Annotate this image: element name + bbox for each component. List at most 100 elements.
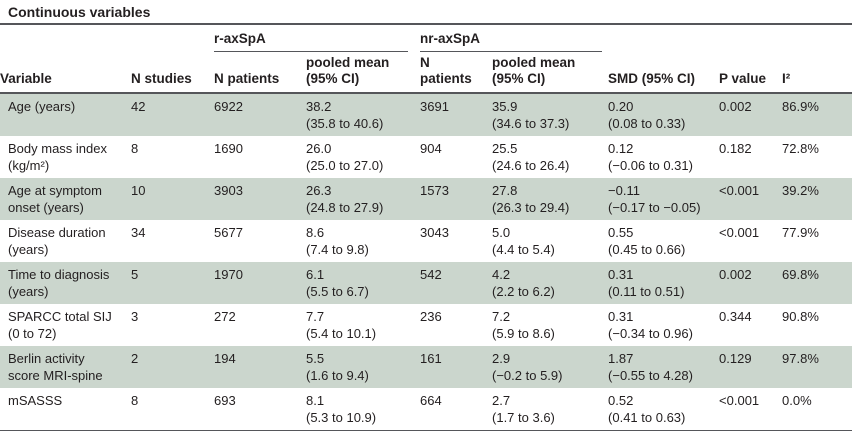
group-label-r-axspa: r-axSpA xyxy=(214,30,409,52)
cell-nr-n-patients: 664 xyxy=(420,388,493,431)
cell-r-n-patients: 1690 xyxy=(214,141,243,156)
table-header: r-axSpA nr-axSpA Variable N studies N pa… xyxy=(0,25,853,94)
cell-p-value: <0.001 xyxy=(719,388,783,431)
cell-nr-pooled-mean: 2.9 (−0.2 to 5.9) xyxy=(492,351,563,383)
cell-smd: −0.11 (−0.17 to −0.05) xyxy=(608,183,701,215)
table-body: Age (years) 42 6922 38.2 (35.8 to 40.6) … xyxy=(0,93,853,431)
cell-p-value: 0.002 xyxy=(719,99,752,114)
table-row-age-onset: Age at symptom onset (years) 10 3903 26.… xyxy=(0,178,853,220)
col-header-r-n-patients: N patients xyxy=(214,52,306,94)
cell-i2: 0.0% xyxy=(782,388,853,431)
table-row-age: Age (years) 42 6922 38.2 (35.8 to 40.6) … xyxy=(0,93,853,136)
cell-smd: 0.20 (0.08 to 0.33) xyxy=(608,99,686,131)
cell-n-studies: 5 xyxy=(131,267,139,282)
cell-nr-pooled-mean: 25.5 (24.6 to 26.4) xyxy=(492,141,570,173)
col-header-nr-n-patients: N patients xyxy=(420,52,493,94)
cell-nr-n-patients: 236 xyxy=(420,309,442,324)
col-header-nr-pooled-mean: pooled mean (95% CI) xyxy=(492,52,609,94)
continuous-variables-table: r-axSpA nr-axSpA Variable N studies N pa… xyxy=(0,25,853,431)
cell-smd: 0.31 (−0.34 to 0.96) xyxy=(608,309,693,341)
cell-smd: 0.31 (0.11 to 0.51) xyxy=(608,267,685,299)
cell-variable: Berlin activity score MRI-spine xyxy=(8,351,103,383)
cell-variable: mSASSS xyxy=(0,388,131,431)
cell-smd: 0.55 (0.45 to 0.66) xyxy=(608,225,686,257)
cell-n-studies: 8 xyxy=(131,388,214,431)
cell-n-studies: 3 xyxy=(131,309,139,324)
group-header-spacer-right xyxy=(608,25,852,52)
cell-r-n-patients: 693 xyxy=(214,388,306,431)
cell-p-value: 0.129 xyxy=(719,351,752,366)
cell-p-value: <0.001 xyxy=(719,225,760,240)
cell-variable: Age (years) xyxy=(8,99,76,114)
cell-variable: Age at symptom onset (years) xyxy=(8,183,102,215)
cell-nr-pooled-mean: 7.2 (5.9 to 8.6) xyxy=(492,309,555,341)
cell-n-studies: 34 xyxy=(131,225,146,240)
cell-nr-n-patients: 3043 xyxy=(420,225,449,240)
cell-r-n-patients: 1970 xyxy=(214,267,243,282)
table-title: Continuous variables xyxy=(0,0,852,25)
cell-nr-pooled-mean: 35.9 (34.6 to 37.3) xyxy=(492,99,570,131)
cell-smd: 1.87 (−0.55 to 4.28) xyxy=(608,351,693,383)
group-header-nr-axspa: nr-axSpA xyxy=(420,25,608,52)
cell-n-studies: 8 xyxy=(131,141,139,156)
cell-nr-n-patients: 161 xyxy=(420,351,442,366)
table-row-msasss: mSASSS 8 693 8.1 (5.3 to 10.9) 664 2.7 (… xyxy=(0,388,853,431)
cell-n-studies: 42 xyxy=(131,99,146,114)
cell-r-pooled-mean: 5.5 (1.6 to 9.4) xyxy=(306,351,369,383)
cell-r-pooled-mean: 26.0 (25.0 to 27.0) xyxy=(306,141,384,173)
cell-nr-pooled-mean: 27.8 (26.3 to 29.4) xyxy=(492,183,570,215)
cell-p-value: <0.001 xyxy=(719,183,760,198)
col-header-p-value: P value xyxy=(719,52,783,94)
cell-nr-pooled-mean: 4.2 (2.2 to 6.2) xyxy=(492,267,555,299)
cell-nr-n-patients: 1573 xyxy=(420,183,449,198)
cell-p-value: 0.344 xyxy=(719,309,752,324)
cell-nr-pooled-mean: 5.0 (4.4 to 5.4) xyxy=(492,225,555,257)
cell-variable: Body mass index (kg/m²) xyxy=(8,141,107,173)
cell-i2: 72.8% xyxy=(782,141,819,156)
cell-r-n-patients: 6922 xyxy=(214,99,243,114)
table-row-disease-duration: Disease duration (years) 34 5677 8.6 (7.… xyxy=(0,220,852,262)
cell-r-n-patients: 3903 xyxy=(214,183,243,198)
cell-r-pooled-mean: 8.1 (5.3 to 10.9) xyxy=(306,388,421,431)
cell-p-value: 0.002 xyxy=(719,267,752,282)
cell-r-pooled-mean: 38.2 (35.8 to 40.6) xyxy=(306,99,384,131)
cell-n-studies: 2 xyxy=(131,351,139,366)
group-label-nr-axspa: nr-axSpA xyxy=(420,30,603,52)
cell-smd: 0.12 (−0.06 to 0.31) xyxy=(608,141,693,173)
cell-i2: 69.8% xyxy=(782,267,819,282)
cell-nr-n-patients: 542 xyxy=(420,267,442,282)
cell-nr-n-patients: 3691 xyxy=(420,99,449,114)
group-header-spacer xyxy=(0,25,214,52)
cell-i2: 86.9% xyxy=(782,99,819,114)
cell-nr-pooled-mean: 2.7 (1.7 to 3.6) xyxy=(492,388,609,431)
cell-variable: SPARCC total SIJ (0 to 72) xyxy=(8,309,112,341)
cell-i2: 39.2% xyxy=(782,183,819,198)
cell-i2: 90.8% xyxy=(782,309,819,324)
col-header-variable: Variable xyxy=(0,52,131,94)
cell-r-pooled-mean: 7.7 (5.4 to 10.1) xyxy=(306,309,377,341)
cell-i2: 97.8% xyxy=(782,351,819,366)
cell-i2: 77.9% xyxy=(782,225,819,240)
cell-r-pooled-mean: 8.6 (7.4 to 9.8) xyxy=(306,225,369,257)
cell-r-pooled-mean: 6.1 (5.5 to 6.7) xyxy=(306,267,369,299)
col-header-n-studies: N studies xyxy=(131,52,214,94)
table-row-bmi: Body mass index (kg/m²) 8 1690 26.0 (25.… xyxy=(0,136,852,178)
col-header-r-pooled-mean: pooled mean (95% CI) xyxy=(306,52,421,94)
cell-p-value: 0.182 xyxy=(719,141,752,156)
cell-variable: Time to diagnosis (years) xyxy=(8,267,110,299)
col-header-smd: SMD (95% CI) xyxy=(608,52,720,94)
table-row-time-to-diagnosis: Time to diagnosis (years) 5 1970 6.1 (5.… xyxy=(0,262,853,304)
group-header-row: r-axSpA nr-axSpA xyxy=(0,25,852,52)
cell-n-studies: 10 xyxy=(131,183,146,198)
cell-r-pooled-mean: 26.3 (24.8 to 27.9) xyxy=(306,183,384,215)
cell-r-n-patients: 272 xyxy=(214,309,236,324)
cell-nr-n-patients: 904 xyxy=(420,141,442,156)
cell-variable: Disease duration (years) xyxy=(8,225,106,257)
table-row-sparcc: SPARCC total SIJ (0 to 72) 3 272 7.7 (5.… xyxy=(0,304,852,346)
group-header-r-axspa: r-axSpA xyxy=(214,25,420,52)
column-header-row: Variable N studies N patients pooled mea… xyxy=(0,52,853,94)
col-header-i2: I² xyxy=(782,52,853,94)
cell-r-n-patients: 194 xyxy=(214,351,236,366)
table-row-berlin: Berlin activity score MRI-spine 2 194 5.… xyxy=(0,346,853,388)
